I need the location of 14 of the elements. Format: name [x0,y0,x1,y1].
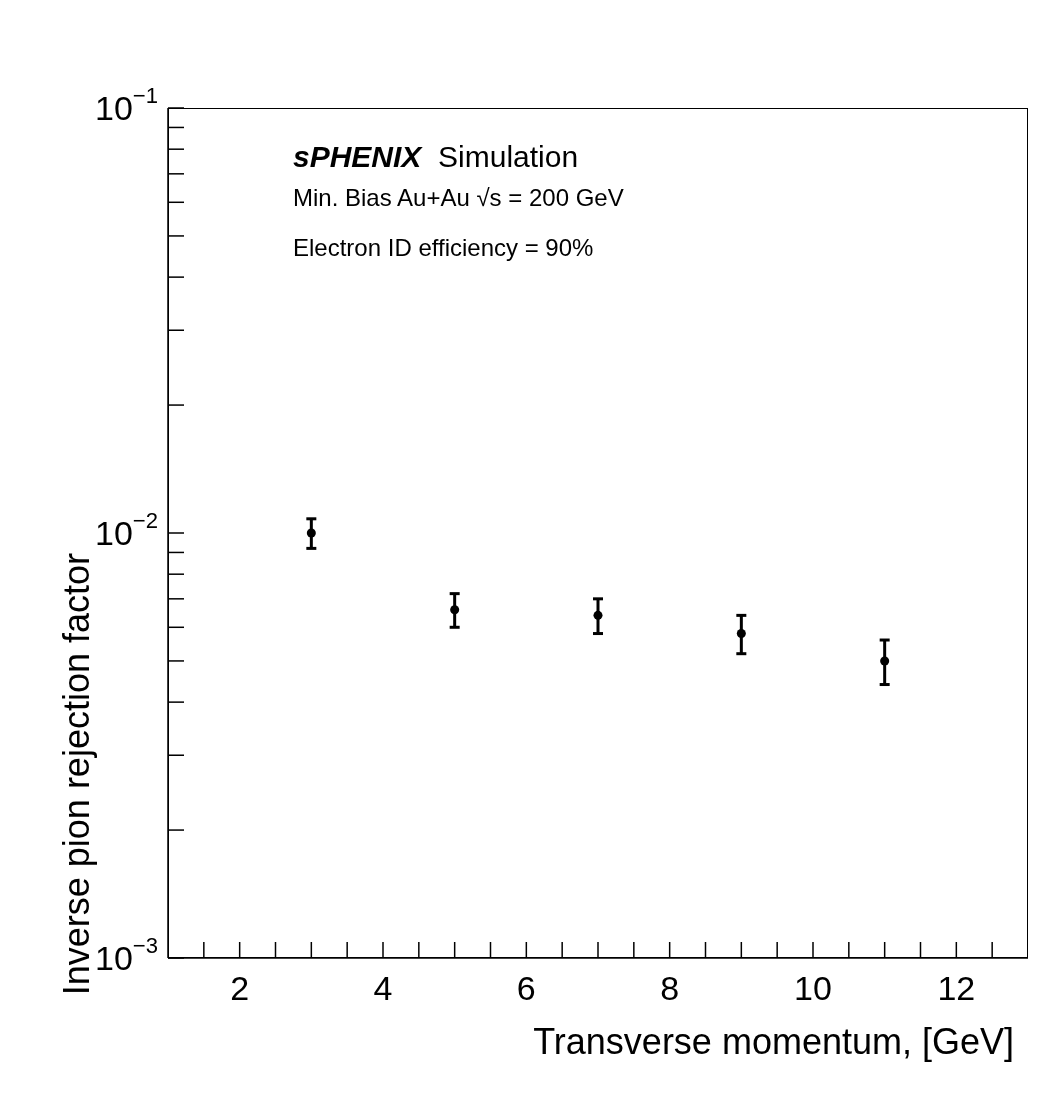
x-tick-label: 8 [660,969,680,1007]
x-tick-label: 6 [516,969,536,1007]
y-tick-label: 10$^{−3}$ [94,933,158,977]
annotation: Electron ID efficiency = 90% [293,234,594,262]
y-tick-label: 10$^{−1}$ [94,83,158,127]
x-tick-label: 10 [794,969,832,1007]
x-tick-label: 4 [373,969,393,1007]
x-axis-title: Transverse momentum, [GeV] [533,1021,1014,1062]
y-axis-title: Inverse pion rejection factor [55,552,97,996]
x-tick-label: 2 [230,969,250,1007]
y-tick-label: 10$^{−2}$ [94,508,158,552]
annotation: Min. Bias Au+Au √s = 200 GeV [293,184,624,212]
annotation: sPHENIX Simulation [293,140,579,173]
x-tick-label: 12 [937,969,976,1007]
